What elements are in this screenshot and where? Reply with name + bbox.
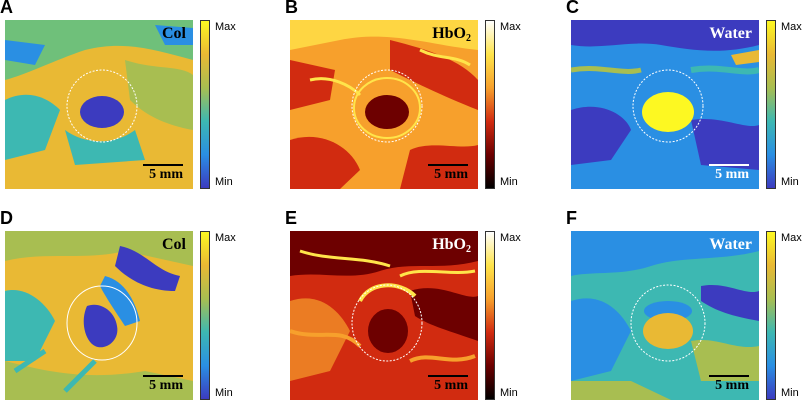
panel-a: A Col 5 mm Max Min [0, 0, 262, 192]
colorbar-max: Max [215, 21, 236, 33]
scale-bar: 5 mm [699, 164, 749, 182]
scale-line [143, 375, 183, 377]
panel-letter: C [566, 0, 579, 17]
image-water-bottom: Water 5 mm [571, 231, 759, 400]
panel-label: HbO2 [432, 25, 471, 44]
panel-c: C Water 5 mm Max Min [566, 0, 809, 192]
panel-label: Col [162, 25, 186, 42]
scale-bar: 5 mm [133, 164, 183, 182]
colorbar-min: Min [500, 387, 518, 399]
scale-line [428, 375, 468, 377]
colorbar-min: Min [500, 176, 518, 188]
scale-text: 5 mm [715, 378, 749, 393]
scale-text: 5 mm [434, 167, 468, 182]
colorbar [485, 20, 495, 189]
colorbar [766, 20, 776, 189]
colorbar [766, 231, 776, 400]
scale-line [428, 164, 468, 166]
colorbar-min: Min [781, 176, 799, 188]
panel-d: D Col 5 mm Max Min [0, 208, 262, 403]
colorbar-max: Max [781, 21, 802, 33]
scale-bar: 5 mm [418, 164, 468, 182]
panel-letter: D [0, 208, 13, 228]
panel-e: E HbO2 5 mm Max Min [285, 208, 547, 403]
scale-text: 5 mm [149, 378, 183, 393]
colorbar-max: Max [500, 232, 521, 244]
image-col-bottom: Col 5 mm [5, 231, 193, 400]
scale-line [709, 164, 749, 166]
panel-letter: A [0, 0, 13, 17]
panel-label: HbO2 [432, 236, 471, 255]
colorbar [485, 231, 495, 400]
scale-bar: 5 mm [699, 375, 749, 393]
image-water-top: Water 5 mm [571, 20, 759, 189]
panel-label: Col [162, 236, 186, 253]
scale-text: 5 mm [434, 378, 468, 393]
panel-f: F Water 5 mm Max Min [566, 208, 809, 403]
panel-b: B HbO2 5 mm Max Min [285, 0, 547, 192]
panel-label: Water [709, 25, 752, 42]
colorbar-min: Min [215, 176, 233, 188]
image-hbo2-bottom: HbO2 5 mm [290, 231, 478, 400]
colorbar-min: Min [781, 387, 799, 399]
scale-line [143, 164, 183, 166]
scale-bar: 5 mm [418, 375, 468, 393]
colorbar-max: Max [500, 21, 521, 33]
panel-letter: F [566, 208, 577, 228]
colorbar [200, 231, 210, 400]
colorbar-max: Max [215, 232, 236, 244]
colorbar [200, 20, 210, 189]
scale-text: 5 mm [715, 167, 749, 182]
scale-text: 5 mm [149, 167, 183, 182]
image-hbo2-top: HbO2 5 mm [290, 20, 478, 189]
scale-line [709, 375, 749, 377]
colorbar-min: Min [215, 387, 233, 399]
panel-letter: E [285, 208, 298, 228]
panel-letter: B [285, 0, 298, 17]
colorbar-max: Max [781, 232, 802, 244]
panel-label: Water [709, 236, 752, 253]
image-col-top: Col 5 mm [5, 20, 193, 189]
scale-bar: 5 mm [133, 375, 183, 393]
